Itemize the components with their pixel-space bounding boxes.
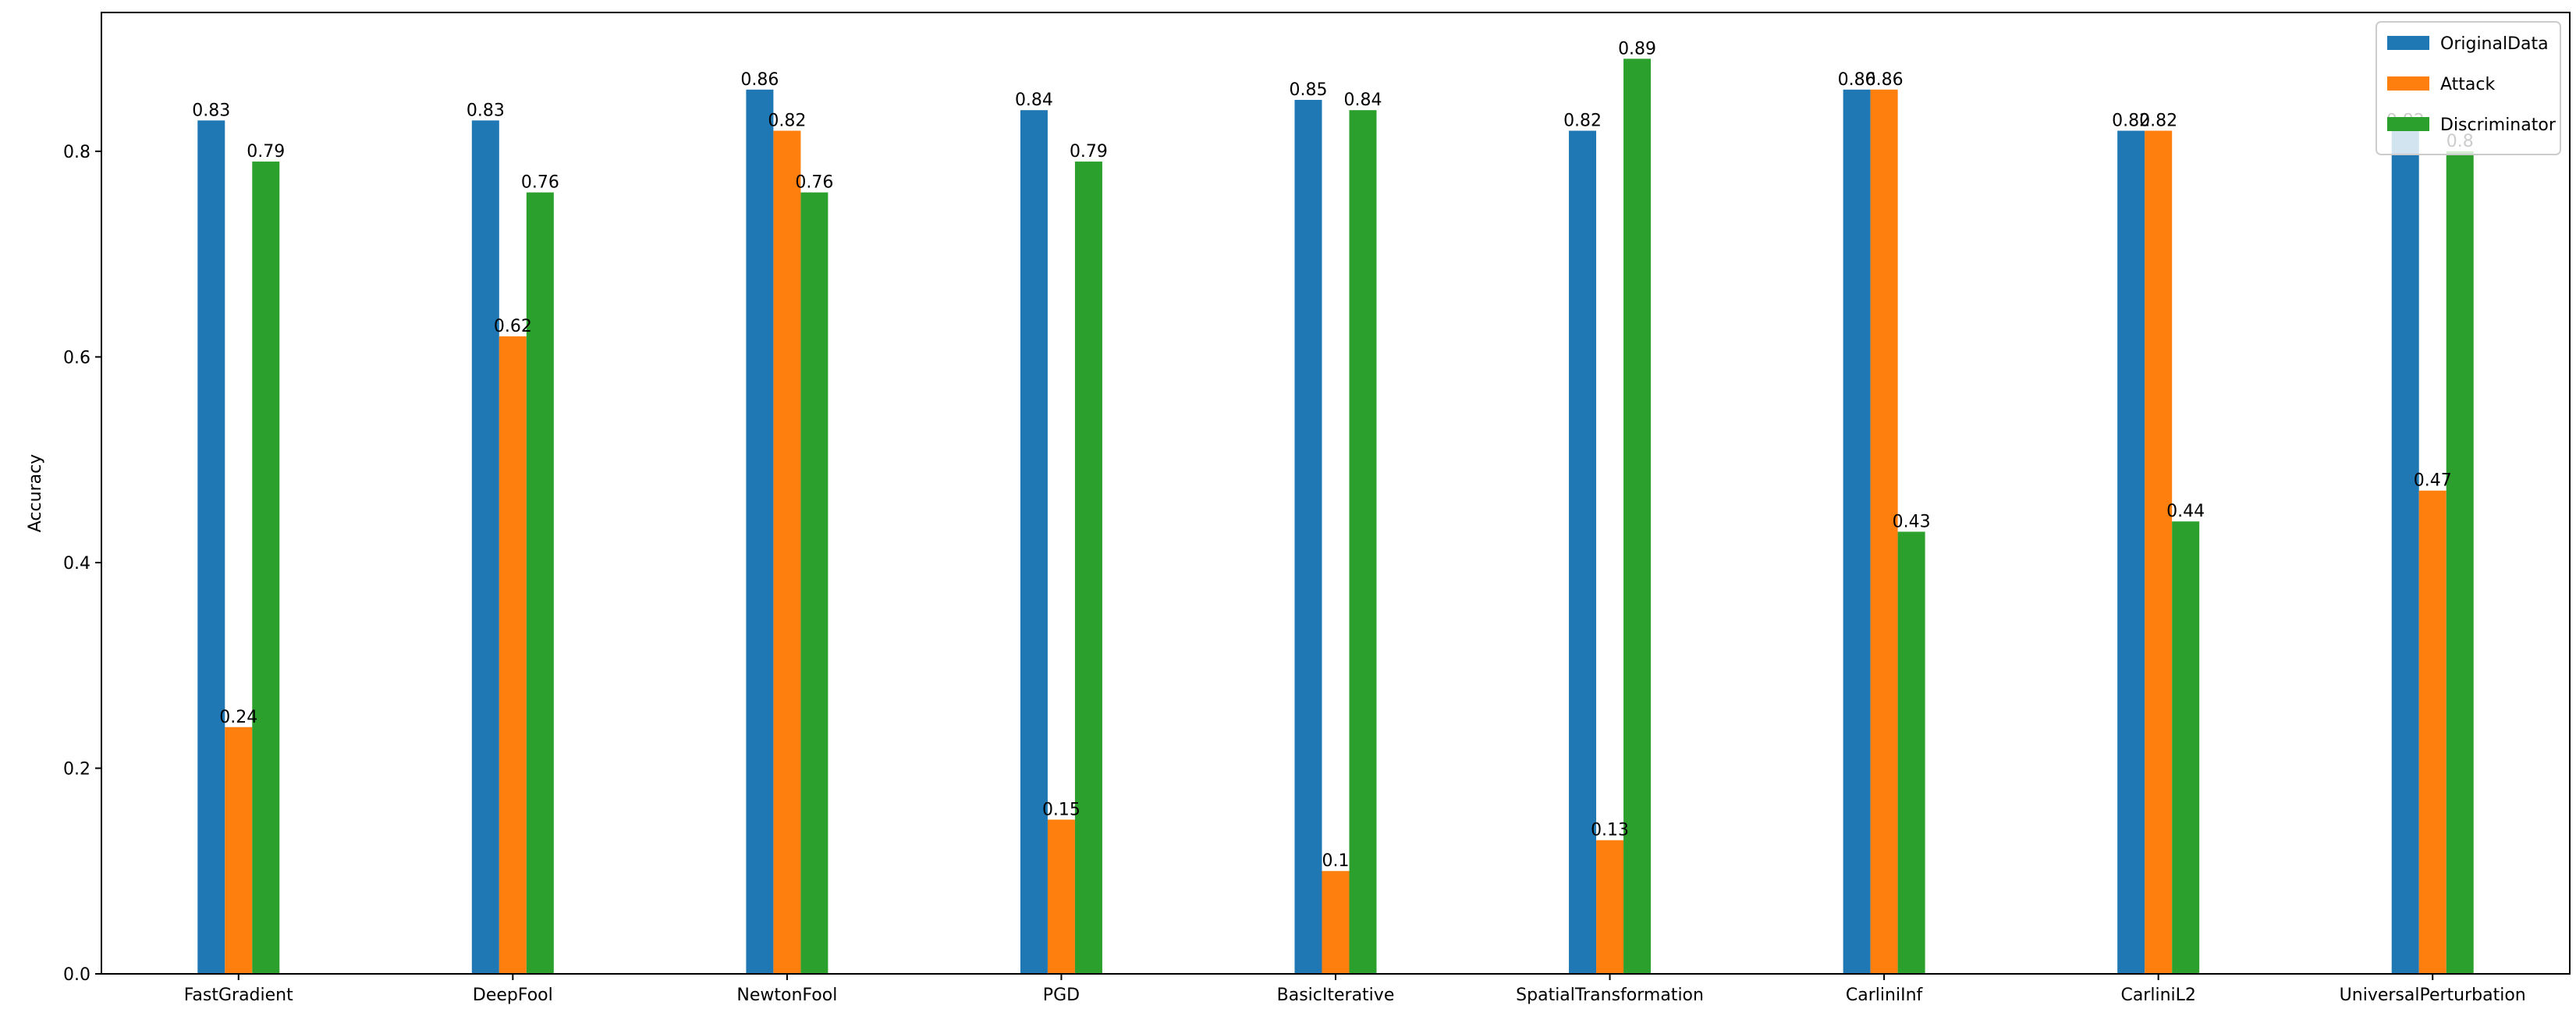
data-label: 0.43 xyxy=(1893,512,1931,531)
y-tick-label: 0.2 xyxy=(63,759,90,779)
data-labels-layer: 0.83 0.24 0.79 0.83 0.62 0.76 0.86 0.82 0.76 0.84… xyxy=(192,39,2473,871)
bar-attack-spatialtransformation xyxy=(1596,840,1624,974)
y-tick-label: 0.8 xyxy=(63,143,90,162)
y-axis: 0.0 0.2 0.4 0.6 0.8 xyxy=(63,143,101,985)
bar-discriminator-carliniinf xyxy=(1897,531,1925,974)
x-tick-label: NewtonFool xyxy=(736,986,837,1005)
x-axis: FastGradient DeepFool NewtonFool PGD BasicIt… xyxy=(184,974,2526,1005)
x-tick-label: CarliniInf xyxy=(1846,986,1924,1005)
bar-originaldata-carliniinf xyxy=(1843,89,1871,975)
data-label: 0.76 xyxy=(795,173,833,193)
bar-attack-deepfool xyxy=(499,336,527,974)
data-label: 0.82 xyxy=(2112,112,2150,131)
legend: OriginalData Attack Discriminator xyxy=(2376,21,2561,155)
x-tick-label: DeepFool xyxy=(473,986,553,1005)
legend-label: OriginalData xyxy=(2440,34,2549,54)
bar-attack-carliniinf xyxy=(1870,89,1898,975)
data-label: 0.86 xyxy=(1865,70,1904,90)
x-tick-label: FastGradient xyxy=(184,986,293,1005)
bar-attack-pgd xyxy=(1047,819,1075,974)
bar-attack-newtonfool xyxy=(773,130,801,974)
data-label: 0.24 xyxy=(219,708,257,727)
bar-originaldata-basiciterative xyxy=(1294,100,1322,974)
legend-swatch-discriminator xyxy=(2387,117,2429,131)
data-label: 0.85 xyxy=(1290,80,1328,100)
data-label: 0.89 xyxy=(1618,39,1656,59)
data-label: 0.83 xyxy=(192,101,230,120)
bar-originaldata-pgd xyxy=(1020,110,1048,974)
bar-originaldata-newtonfool xyxy=(746,89,774,975)
x-tick-label: SpatialTransformation xyxy=(1516,986,1704,1005)
legend-swatch-originaldata xyxy=(2387,36,2429,50)
y-axis-label: Accuracy xyxy=(26,454,45,532)
data-label: 0.82 xyxy=(2139,112,2177,131)
data-label: 0.76 xyxy=(521,173,559,193)
bar-attack-basiciterative xyxy=(1322,871,1350,974)
data-label: 0.13 xyxy=(1591,821,1629,840)
bar-discriminator-basiciterative xyxy=(1349,110,1377,974)
data-label: 0.84 xyxy=(1015,91,1053,110)
data-label: 0.83 xyxy=(467,101,505,120)
legend-swatch-attack xyxy=(2387,76,2429,91)
y-tick-label: 0.6 xyxy=(63,348,90,368)
bar-originaldata-spatialtransformation xyxy=(1569,130,1597,974)
data-label: 0.82 xyxy=(1563,112,1602,131)
data-label: 0.79 xyxy=(1070,142,1108,162)
data-label: 0.86 xyxy=(1838,70,1876,90)
data-label: 0.15 xyxy=(1042,800,1080,819)
bar-discriminator-pgd xyxy=(1074,162,1102,974)
bar-originaldata-universalperturbation xyxy=(2391,130,2419,974)
bar-discriminator-carlinil2 xyxy=(2172,521,2200,974)
legend-label: Attack xyxy=(2440,75,2495,94)
bar-discriminator-newtonfool xyxy=(800,192,829,974)
data-label: 0.62 xyxy=(494,317,532,336)
x-tick-label: BasicIterative xyxy=(1277,986,1395,1005)
bar-attack-universalperturbation xyxy=(2418,490,2446,974)
bar-attack-fastgradient xyxy=(225,726,253,974)
bars-layer xyxy=(197,59,2474,975)
x-tick-label: PGD xyxy=(1043,986,1080,1005)
data-label: 0.79 xyxy=(247,142,285,162)
bar-attack-carlinil2 xyxy=(2145,130,2173,974)
legend-label: Discriminator xyxy=(2440,115,2556,135)
bar-originaldata-deepfool xyxy=(471,120,499,975)
x-tick-label: CarliniL2 xyxy=(2120,986,2195,1005)
data-label: 0.44 xyxy=(2166,502,2205,521)
data-label: 0.47 xyxy=(2414,471,2452,491)
data-label: 0.84 xyxy=(1344,91,1382,110)
bar-discriminator-spatialtransformation xyxy=(1623,59,1652,975)
bar-discriminator-deepfool xyxy=(526,192,554,974)
data-label: 0.82 xyxy=(768,112,806,131)
bar-discriminator-fastgradient xyxy=(252,162,280,974)
y-tick-label: 0.4 xyxy=(63,554,90,574)
data-label: 0.1 xyxy=(1322,851,1350,871)
bar-originaldata-fastgradient xyxy=(197,120,225,975)
bar-originaldata-carlinil2 xyxy=(2117,130,2145,974)
data-label: 0.86 xyxy=(740,70,779,90)
x-tick-label: UniversalPerturbation xyxy=(2340,986,2526,1005)
y-tick-label: 0.0 xyxy=(63,965,90,985)
bar-discriminator-universalperturbation xyxy=(2446,151,2474,975)
